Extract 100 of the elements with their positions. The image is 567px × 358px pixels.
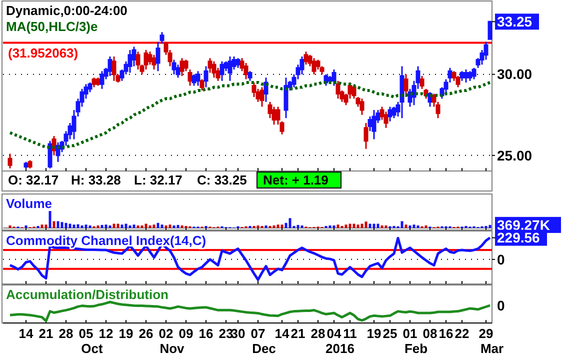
candlestick bbox=[136, 50, 140, 70]
x-tick-label: 19 bbox=[118, 326, 134, 341]
bar bbox=[356, 224, 360, 228]
candlestick bbox=[228, 56, 232, 82]
bar bbox=[404, 224, 408, 228]
candlestick bbox=[160, 31, 164, 44]
x-tick-label: 02 bbox=[158, 326, 174, 341]
candlestick bbox=[460, 70, 464, 82]
bar bbox=[80, 225, 84, 228]
bar bbox=[364, 222, 368, 228]
x-tick-label: 29 bbox=[478, 326, 494, 341]
line-series bbox=[8, 236, 492, 281]
x-tick-label: 21 bbox=[290, 326, 306, 341]
bar bbox=[104, 224, 108, 228]
candlestick bbox=[252, 82, 256, 98]
candlestick bbox=[464, 68, 468, 84]
candlestick bbox=[260, 86, 264, 108]
candlestick bbox=[192, 74, 196, 86]
bar bbox=[376, 224, 380, 228]
candlestick bbox=[112, 56, 116, 82]
x-tick-label: 14 bbox=[18, 326, 34, 341]
bar bbox=[160, 224, 164, 228]
x-tick-label: 12 bbox=[98, 326, 114, 341]
candlestick bbox=[336, 80, 340, 100]
bar bbox=[368, 224, 372, 228]
candlestick bbox=[420, 75, 424, 90]
candlestick bbox=[180, 57, 184, 77]
candlestick bbox=[400, 65, 404, 119]
series-label: Volume bbox=[6, 196, 52, 211]
bar bbox=[408, 225, 412, 228]
x-tick-label: 23 bbox=[218, 326, 234, 341]
bar bbox=[380, 225, 384, 228]
bar bbox=[132, 224, 136, 228]
bar bbox=[120, 224, 124, 228]
candlestick bbox=[200, 78, 204, 92]
series-label: Commodity Channel Index(14,C) bbox=[6, 233, 206, 248]
line-series bbox=[8, 80, 492, 149]
x-tick-label: 16 bbox=[438, 326, 454, 341]
bar bbox=[336, 224, 340, 228]
ref-line-label: (31.952063) bbox=[8, 46, 78, 61]
bar bbox=[176, 224, 180, 228]
text: Nov bbox=[160, 341, 186, 356]
bar bbox=[384, 225, 388, 228]
bar bbox=[108, 225, 112, 228]
x-tick-label: 22 bbox=[454, 326, 470, 341]
bar bbox=[300, 225, 304, 228]
x-tick-label: 09 bbox=[178, 326, 194, 341]
candlestick bbox=[184, 59, 188, 72]
bar bbox=[100, 224, 104, 228]
bar bbox=[124, 224, 128, 228]
bar bbox=[372, 224, 376, 228]
text: Net: + 1.19 bbox=[263, 172, 328, 188]
bar bbox=[44, 224, 48, 228]
candlestick bbox=[384, 110, 388, 129]
candlestick bbox=[264, 76, 268, 103]
candlestick bbox=[248, 70, 252, 82]
x-tick-label: 28 bbox=[58, 326, 74, 341]
candlestick bbox=[244, 62, 248, 80]
bar bbox=[8, 225, 12, 228]
bar bbox=[280, 224, 284, 228]
candlestick bbox=[236, 57, 240, 69]
y-tick-label: 0 bbox=[497, 251, 505, 268]
bar bbox=[116, 224, 120, 228]
x-tick-label: 28 bbox=[310, 326, 326, 341]
bar bbox=[148, 225, 152, 228]
bar bbox=[64, 222, 68, 228]
bar bbox=[424, 225, 428, 228]
candlestick bbox=[468, 70, 472, 82]
candlestick bbox=[404, 74, 408, 98]
bar bbox=[152, 224, 156, 228]
candlestick bbox=[312, 57, 316, 76]
candlestick bbox=[176, 64, 180, 78]
candlestick bbox=[300, 56, 304, 76]
bar bbox=[288, 218, 292, 228]
candlestick bbox=[144, 49, 148, 70]
x-tick-label: 26 bbox=[138, 326, 154, 341]
text: Oct bbox=[81, 341, 104, 356]
bar bbox=[112, 224, 116, 228]
bar bbox=[136, 225, 140, 228]
bar bbox=[156, 222, 160, 228]
bar bbox=[164, 225, 168, 228]
x-tick-label: 21 bbox=[38, 326, 54, 341]
bar bbox=[60, 222, 64, 228]
candlestick bbox=[156, 41, 160, 72]
x-tick-label: 07 bbox=[250, 326, 266, 341]
bar bbox=[88, 225, 92, 228]
bar bbox=[168, 224, 172, 228]
x-tick-label: 08 bbox=[422, 326, 438, 341]
candlestick bbox=[204, 65, 208, 88]
text: Mar bbox=[480, 341, 504, 356]
bar bbox=[352, 224, 356, 228]
candlestick bbox=[456, 75, 460, 88]
bar bbox=[56, 221, 60, 228]
candlestick bbox=[24, 161, 28, 170]
y-tick-label: 30.00 bbox=[497, 66, 532, 82]
bar bbox=[128, 225, 132, 228]
x-tick-label: 19 bbox=[366, 326, 382, 341]
series-label: Accumulation/Distribution bbox=[6, 287, 169, 302]
candlestick bbox=[392, 106, 396, 119]
candlestick bbox=[472, 67, 476, 80]
